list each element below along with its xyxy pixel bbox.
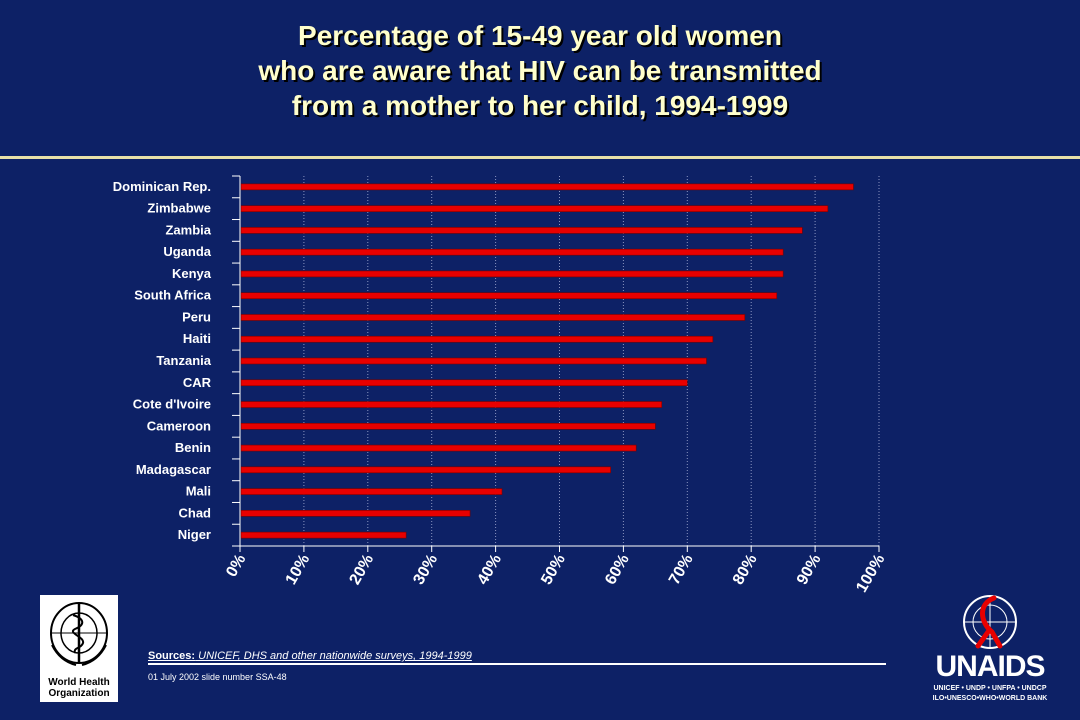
who-emblem-icon <box>50 602 108 666</box>
title-divider <box>0 156 1080 159</box>
who-logo: World Health Organization <box>40 595 118 702</box>
category-label: Chad <box>179 505 212 520</box>
un-emblem-icon <box>963 595 1017 649</box>
x-tick-label: 50% <box>538 552 569 588</box>
sources-note: Sources: UNICEF, DHS and other nationwid… <box>148 650 472 662</box>
category-label: Cote d'Ivoire <box>133 397 211 412</box>
footer-divider <box>148 663 886 665</box>
category-label: Tanzania <box>156 353 211 368</box>
category-label: Peru <box>182 309 211 324</box>
x-tick-label: 40% <box>474 552 505 588</box>
bar <box>240 248 784 256</box>
unaids-logo: UNAIDS UNICEF • UNDP • UNFPA • UNDCP ILO… <box>920 592 1060 710</box>
title-line-3: from a mother to her child, 1994-1999 <box>291 90 789 121</box>
category-label: Niger <box>178 527 211 542</box>
who-logo-text: World Health Organization <box>48 677 110 699</box>
category-label: Benin <box>175 440 211 455</box>
slide-footer-note: 01 July 2002 slide number SSA-48 <box>148 672 287 682</box>
category-label: CAR <box>183 375 212 390</box>
bar <box>240 335 714 343</box>
bar <box>240 444 637 452</box>
bar <box>240 205 829 212</box>
category-label: Haiti <box>183 331 211 346</box>
bar <box>240 401 663 408</box>
x-tick-label: 60% <box>602 552 633 588</box>
category-label: Uganda <box>163 244 211 259</box>
bar <box>240 488 503 495</box>
title-line-1: Percentage of 15-49 year old women <box>298 20 782 51</box>
bar <box>240 466 611 474</box>
x-tick-label: 100% <box>853 552 888 596</box>
x-tick-label: 80% <box>730 552 761 588</box>
sources-text: UNICEF, DHS and other nationwide surveys… <box>195 650 472 662</box>
bar <box>240 357 707 365</box>
x-tick-label: 0% <box>223 552 249 581</box>
bar <box>240 314 746 321</box>
category-label: Kenya <box>172 266 212 281</box>
sources-label: Sources: <box>148 650 196 662</box>
x-tick-label: 20% <box>347 552 378 588</box>
x-tick-label: 90% <box>794 552 825 588</box>
category-label: Mali <box>186 484 211 499</box>
category-label: South Africa <box>134 288 212 303</box>
unaids-wordmark: UNAIDS <box>935 650 1045 683</box>
x-tick-label: 70% <box>666 552 697 588</box>
category-label: Zimbabwe <box>147 201 211 216</box>
bar <box>240 292 778 300</box>
bar <box>240 270 784 278</box>
category-label: Zambia <box>165 222 211 237</box>
category-label: Cameroon <box>147 418 211 433</box>
bar <box>240 422 656 430</box>
bar <box>240 227 803 234</box>
title-line-2: who are aware that HIV can be transmitte… <box>258 55 822 86</box>
bar <box>240 510 471 517</box>
bar <box>240 183 854 191</box>
bar <box>240 531 407 539</box>
bar-chart: 0% 10% 20% 30% 40% 50% 60% 70% 80% 90% 100% Dominic… <box>113 175 888 596</box>
x-tick-label: 30% <box>410 552 441 588</box>
slide-title: Percentage of 15-49 year old women who a… <box>0 18 1080 123</box>
bar <box>240 379 688 387</box>
unaids-sponsors-line-2: ILO•UNESCO•WHO•WORLD BANK <box>932 695 1048 702</box>
category-label: Dominican Rep. <box>113 179 211 194</box>
x-tick-label: 10% <box>283 552 314 588</box>
unaids-sponsors-line-1: UNICEF • UNDP • UNFPA • UNDCP <box>933 685 1047 692</box>
category-label: Madagascar <box>136 462 211 477</box>
